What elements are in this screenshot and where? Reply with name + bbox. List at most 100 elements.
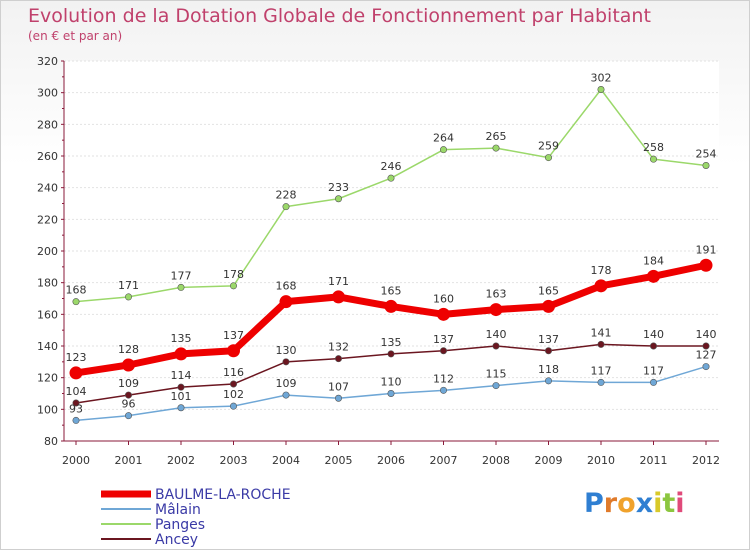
data-label: 165 [538,284,559,297]
y-tick-label: 180 [37,277,58,290]
data-label: 140 [486,328,507,341]
data-point [334,394,342,402]
data-point [387,350,395,358]
x-tick-label: 2004 [272,454,300,467]
data-point [594,279,608,293]
y-tick-label: 200 [37,245,58,258]
data-point [649,378,657,386]
data-point [492,342,500,350]
data-point [72,399,80,407]
data-point [122,358,135,372]
data-label: 264 [433,132,454,145]
data-label: 132 [328,341,349,354]
data-label: 115 [486,368,507,381]
data-label: 101 [171,390,192,403]
data-label: 165 [381,284,402,297]
logo-letter: i [653,488,663,519]
data-label: 160 [433,292,454,305]
y-tick-label: 220 [37,213,58,226]
data-label: 254 [696,148,717,161]
y-tick-label: 80 [44,435,58,448]
data-point [72,416,80,424]
data-point [387,174,395,182]
series-ancey: 104 109 114 116 130 132 135 137 140 137 141 140 140 [66,326,717,407]
data-label: 191 [696,243,717,256]
data-point [72,298,80,306]
series-baulme-la-roche: 123 128 135 137 168 171 165 160 163 165 178 184 191 [66,243,717,380]
data-point [387,389,395,397]
data-label: 104 [66,385,87,398]
data-point [125,293,133,301]
data-label: 259 [538,140,559,153]
x-tick-label: 2007 [430,454,458,467]
data-point [702,162,710,170]
data-point [544,377,552,385]
y-tick-label: 300 [37,87,58,100]
x-tick-label: 2009 [535,454,563,467]
data-point [492,144,500,152]
data-label: 178 [223,268,244,281]
x-tick-label: 2008 [482,454,510,467]
data-label: 110 [381,376,402,389]
data-point [702,363,710,371]
data-point [282,391,290,399]
data-point [174,347,188,361]
data-point [230,282,238,290]
data-point [334,355,342,363]
x-tick-label: 2003 [220,454,248,467]
data-label: 233 [328,181,349,194]
data-point [125,391,133,399]
data-point [282,203,290,211]
data-label: 141 [591,326,612,339]
logo-letter: x [635,488,654,519]
data-point [647,269,660,283]
data-point [597,86,605,94]
data-label: 168 [66,284,87,297]
data-label: 258 [643,141,664,154]
data-label: 184 [643,254,664,267]
data-label: 118 [538,363,559,376]
logo-letter: i [675,488,685,519]
y-tick-label: 100 [37,403,58,416]
data-label: 137 [223,329,244,342]
data-label: 112 [433,372,454,385]
legend-label: Panges [155,517,205,533]
data-point [177,283,185,291]
data-point [69,366,83,380]
logo-letter: P [584,488,604,519]
data-point [230,380,238,388]
data-label: 109 [118,377,139,390]
data-label: 246 [381,160,402,173]
x-tick-label: 2000 [62,454,90,467]
data-label: 228 [276,189,297,202]
data-label: 93 [69,402,83,415]
data-point [282,358,290,366]
legend-label: BAULME-LA-ROCHE [155,487,291,503]
data-label: 114 [171,369,192,382]
proxiti-logo: Proxiti [584,488,685,519]
data-point [489,303,503,317]
data-point [230,402,238,410]
data-label: 171 [328,275,349,288]
x-tick-label: 2005 [325,454,353,467]
legend-label: Ancey [155,532,198,548]
data-point [544,154,552,162]
data-label: 107 [328,380,349,393]
data-label: 96 [122,398,136,411]
data-point [597,340,605,348]
data-label: 109 [276,377,297,390]
data-label: 135 [381,336,402,349]
y-tick-label: 160 [37,308,58,321]
data-label: 137 [538,333,559,346]
data-label: 178 [591,264,612,277]
y-tick-label: 260 [37,150,58,163]
x-tick-label: 2012 [692,454,720,467]
x-tick-label: 2006 [377,454,405,467]
series-panges: 168 171 177 178 228 233 246 264 265 259 302 258 254 [66,72,717,306]
data-label: 265 [486,130,507,143]
y-tick-label: 280 [37,118,58,131]
data-point [332,290,345,304]
data-label: 130 [276,344,297,357]
